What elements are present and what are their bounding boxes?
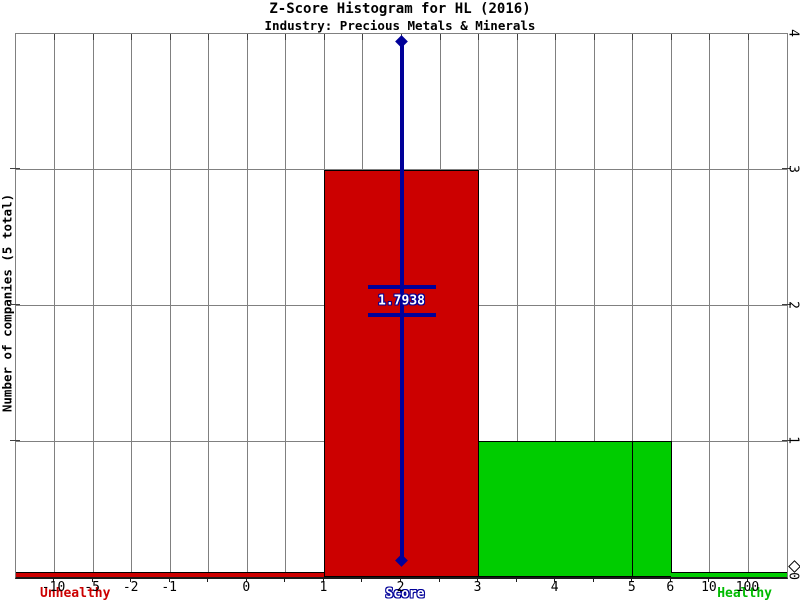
y-right-tick	[782, 304, 791, 305]
x-tick-label: 4	[550, 580, 559, 595]
x-bottom-tick	[477, 578, 479, 582]
x-bottom-tick	[284, 578, 286, 582]
x-tick-label: -2	[122, 580, 139, 595]
x-tick-label: 5	[627, 580, 636, 595]
x-top-tick	[555, 34, 557, 40]
y-tick-label: 4	[785, 29, 800, 37]
x-bottom-tick	[91, 578, 93, 582]
score-marker-crossbar	[367, 285, 436, 289]
x-tick-label: 100	[735, 580, 760, 595]
x-top-tick	[632, 34, 634, 40]
x-top-tick	[439, 34, 441, 40]
x-top-tick	[169, 34, 171, 40]
x-bottom-tick	[554, 578, 556, 582]
axis-end-diamond-icon	[788, 560, 800, 573]
y-left-tick	[10, 168, 20, 170]
y-tick-label: 0	[785, 572, 800, 580]
score-marker-line	[399, 41, 404, 561]
healthy-label: Healthy	[717, 586, 772, 600]
y-left-tick	[10, 439, 20, 441]
x-top-tick	[516, 34, 518, 40]
histogram-bar-healthy	[632, 441, 672, 577]
chart-subtitle: Industry: Precious Metals & Minerals	[264, 18, 536, 33]
x-bottom-tick	[245, 578, 247, 582]
x-top-tick	[362, 34, 364, 40]
x-bottom-tick	[708, 578, 710, 582]
x-axis-title: Score	[385, 586, 425, 600]
y-tick-label: 1	[785, 436, 800, 445]
x-bottom-tick	[207, 578, 209, 582]
zero-strip	[16, 572, 325, 577]
x-bottom-tick	[515, 578, 517, 582]
y-tick-label: 2	[785, 300, 800, 309]
x-top-tick	[323, 34, 325, 40]
x-bottom-tick	[130, 578, 132, 582]
y-tick-label: 3	[785, 164, 800, 173]
y-right-tick	[782, 168, 791, 170]
x-top-tick	[478, 34, 480, 40]
x-tick-label: 1	[319, 580, 328, 595]
score-marker-crossbar	[367, 313, 436, 317]
x-bottom-tick	[168, 578, 170, 582]
x-tick-label: -10	[41, 580, 66, 595]
zero-strip	[671, 572, 787, 577]
x-top-tick	[670, 34, 672, 40]
x-bottom-tick	[322, 578, 324, 582]
x-tick-label: -1	[161, 580, 178, 595]
y-right-tick	[782, 439, 791, 441]
x-bottom-tick	[746, 578, 748, 582]
x-tick-label: 6	[666, 580, 675, 595]
x-bottom-tick	[53, 578, 55, 582]
x-top-tick	[709, 34, 711, 40]
x-bottom-tick	[400, 578, 401, 582]
x-bottom-tick	[438, 578, 440, 582]
x-bottom-tick	[631, 578, 633, 582]
x-top-tick	[54, 34, 56, 40]
marker-score-label: 1.7938	[378, 293, 425, 309]
chart-title: Z-Score Histogram for HL (2016)	[269, 1, 531, 17]
x-top-tick	[208, 34, 210, 40]
y-axis-title: Number of companies (5 total)	[0, 193, 15, 413]
x-top-tick	[246, 34, 248, 40]
x-top-tick	[285, 34, 287, 40]
x-top-tick	[92, 34, 94, 40]
histogram-bar-healthy	[478, 441, 634, 577]
x-bottom-tick	[592, 578, 594, 582]
x-top-tick	[131, 34, 133, 40]
x-bottom-tick	[361, 578, 363, 582]
x-top-tick	[593, 34, 595, 40]
x-tick-label: 2	[396, 580, 405, 595]
x-tick-label: 10	[701, 580, 717, 595]
x-tick-label: 3	[473, 580, 482, 595]
plot-area: 1.7938	[15, 33, 788, 579]
y-left-tick	[10, 304, 20, 305]
x-bottom-tick	[669, 578, 671, 582]
x-tick-label: -5	[84, 580, 100, 595]
x-top-tick	[747, 34, 749, 40]
score-marker-top-diamond-icon	[395, 35, 408, 48]
unhealthy-label: Unhealthy	[40, 586, 111, 600]
x-tick-label: 0	[242, 580, 251, 595]
